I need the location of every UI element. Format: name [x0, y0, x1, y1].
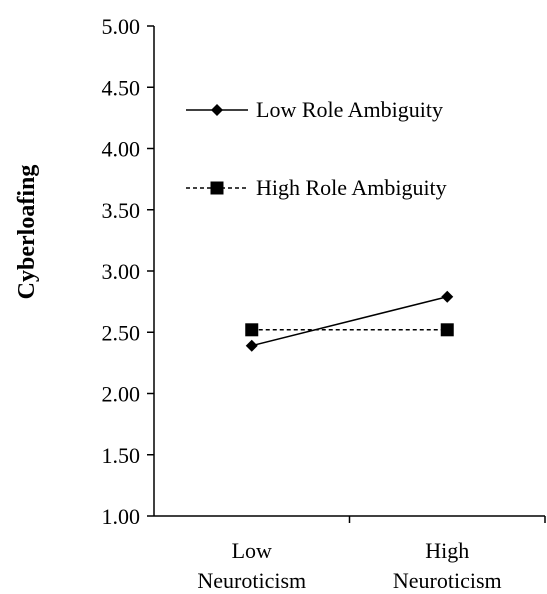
y-tick-label: 4.00	[102, 137, 141, 162]
legend-marker-1	[211, 104, 223, 116]
x-category-label: Neuroticism	[393, 568, 502, 593]
y-axis-title: Cyberloafing	[14, 165, 40, 300]
y-tick-label: 2.00	[102, 382, 141, 407]
y-tick-label: 5.00	[102, 14, 141, 39]
y-tick-label: 3.00	[102, 259, 141, 284]
y-tick-label: 1.00	[102, 504, 141, 529]
y-ticks: 1.00 1.50 2.00 2.50 3.00 3.50 4.00 4.50 5.00	[102, 14, 154, 529]
y-tick-label: 2.50	[102, 320, 141, 345]
x-category-label: Neuroticism	[197, 568, 306, 593]
legend-label-2: High Role Ambiguity	[256, 175, 447, 200]
y-tick-label: 3.50	[102, 198, 141, 223]
series	[245, 290, 454, 352]
y-tick-label: 4.50	[102, 75, 141, 100]
y-tick-label: 1.50	[102, 443, 141, 468]
series-line-1	[251, 295, 448, 347]
x-category-label: High	[425, 538, 469, 563]
series-2-point	[245, 323, 259, 337]
series-1-point	[245, 339, 258, 352]
series-2-point	[440, 323, 454, 337]
series-1-point	[441, 290, 454, 303]
legend-label-1: Low Role Ambiguity	[256, 97, 443, 122]
legend-marker-2	[210, 181, 224, 195]
x-categories: Low Neuroticism High Neuroticism	[197, 538, 501, 593]
legend: Low Role Ambiguity High Role Ambiguity	[186, 97, 447, 200]
x-category-label: Low	[232, 538, 272, 563]
